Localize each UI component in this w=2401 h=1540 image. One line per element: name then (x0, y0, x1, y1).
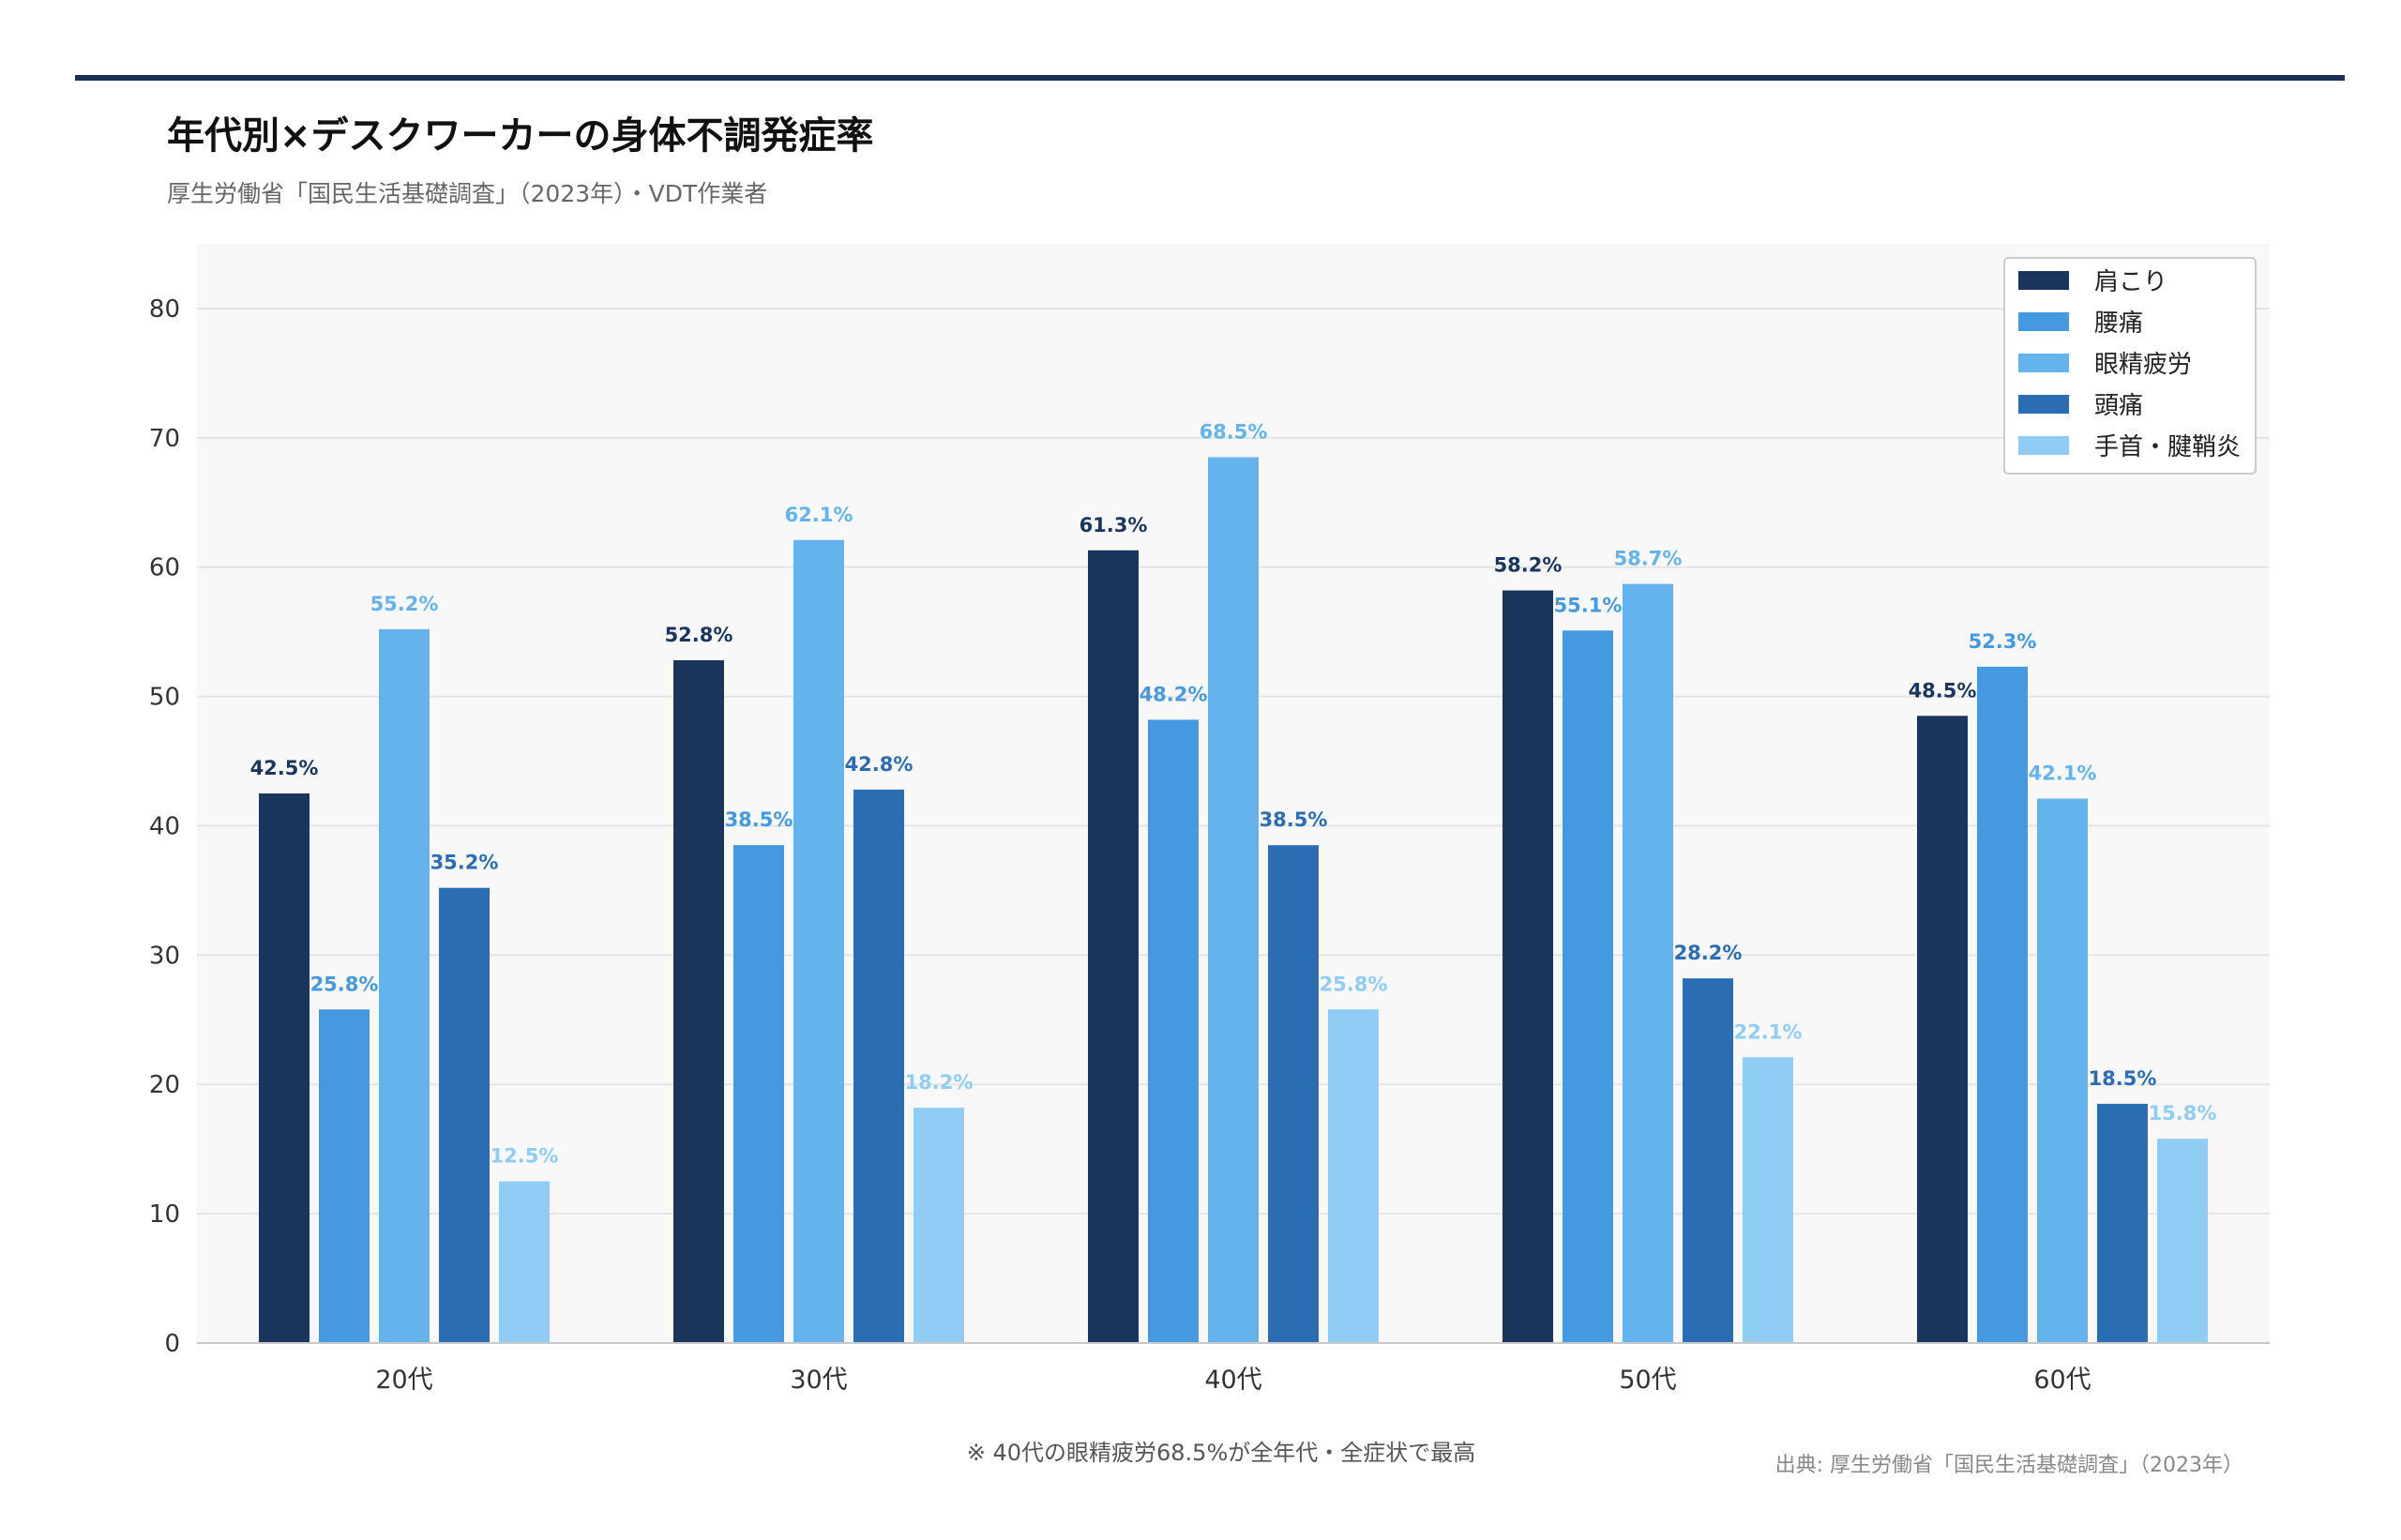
bar-value-label: 61.3% (1080, 514, 1148, 536)
bar-value-label: 42.5% (250, 757, 319, 779)
bar (259, 793, 310, 1343)
bar (1208, 457, 1259, 1344)
bar-value-label: 28.2% (1674, 942, 1743, 964)
bars (259, 457, 2208, 1344)
bar (1268, 845, 1319, 1343)
bar (499, 1181, 550, 1343)
bar-value-label: 35.2% (430, 852, 499, 874)
bar-value-label: 25.8% (1320, 973, 1388, 995)
x-axis-ticks: 20代 30代 40代 50代 60代 (375, 1366, 2091, 1395)
bar-value-label: 55.1% (1554, 594, 1623, 616)
legend-box (2003, 257, 2257, 475)
legend-swatch (2018, 312, 2069, 331)
bar (1743, 1057, 1793, 1343)
plot-area: 0 10 20 30 40 50 60 70 80 42.5% 25.8% 55.2% 35.2% 12… (149, 244, 2270, 1395)
legend-label: 頭痛 (2094, 392, 2143, 420)
bar (1328, 1009, 1379, 1343)
bar-value-label: 68.5% (1200, 421, 1268, 444)
chart-subtitle: 厚生労働省「国民生活基礎調査」（2023年）・VDT作業者 (167, 180, 767, 207)
bar (2157, 1139, 2208, 1343)
y-tick-label: 70 (149, 425, 180, 453)
y-tick-label: 10 (149, 1200, 180, 1229)
footnote: ※ 40代の眼精疲労68.5%が全年代・全症状で最高 (967, 1440, 1476, 1466)
legend-label: 手首・腱鞘炎 (2094, 433, 2241, 461)
bar-value-label: 52.8% (665, 624, 733, 646)
bar (2097, 1103, 2148, 1343)
y-tick-label: 20 (149, 1071, 180, 1099)
x-tick-label: 20代 (375, 1366, 432, 1395)
y-tick-label: 40 (149, 812, 180, 840)
x-tick-label: 40代 (1204, 1366, 1261, 1395)
bar (1563, 630, 1613, 1343)
bar (914, 1108, 964, 1343)
bar (319, 1009, 370, 1343)
x-tick-label: 60代 (2033, 1366, 2091, 1395)
bar-value-label: 48.5% (1909, 679, 1977, 702)
bar (1683, 978, 1733, 1343)
bar (793, 539, 844, 1343)
bar (439, 887, 490, 1343)
bar (1148, 719, 1199, 1343)
legend-label: 肩こり (2094, 268, 2167, 296)
source-note: 出典: 厚生労働省「国民生活基礎調査」（2023年） (1775, 1454, 2243, 1477)
bar-value-label: 12.5% (491, 1145, 559, 1168)
bar (1088, 550, 1139, 1343)
legend-swatch (2018, 395, 2069, 414)
chart-title: 年代別×デスクワーカーの身体不調発症率 (167, 114, 874, 158)
legend-label: 眼精疲労 (2094, 351, 2192, 379)
bar-value-label: 48.2% (1140, 683, 1208, 705)
bar (673, 659, 724, 1343)
bar-value-label: 18.5% (2089, 1067, 2157, 1090)
bar-value-label: 18.2% (905, 1071, 974, 1094)
y-tick-label: 50 (149, 684, 180, 712)
bar (853, 789, 904, 1343)
bar-value-label: 38.5% (725, 808, 793, 831)
bar-value-label: 52.3% (1969, 630, 2037, 653)
bar (733, 845, 784, 1343)
legend-swatch (2018, 354, 2069, 372)
bar-value-label: 22.1% (1734, 1020, 1803, 1043)
y-tick-label: 60 (149, 554, 180, 582)
bar-value-label: 55.2% (370, 593, 439, 615)
bar-value-label: 25.8% (310, 973, 379, 995)
bar-value-label: 15.8% (2149, 1102, 2217, 1125)
x-tick-label: 30代 (790, 1366, 847, 1395)
header-bar (75, 75, 2345, 81)
y-axis-ticks: 0 10 20 30 40 50 60 70 80 (149, 295, 180, 1358)
y-tick-label: 30 (149, 942, 180, 970)
bar (379, 628, 430, 1343)
bar-value-label: 58.2% (1494, 554, 1563, 577)
bar-value-label: 62.1% (785, 504, 853, 526)
legend-label: 腰痛 (2094, 310, 2143, 338)
bar (1977, 666, 2028, 1343)
legend-swatch (2018, 436, 2069, 455)
bar (1917, 716, 1968, 1343)
legend-swatch (2018, 271, 2069, 290)
bar-value-labels: 42.5% 25.8% 55.2% 35.2% 12.5% 52.8% 38.5% 62.1%… (250, 421, 2217, 1168)
bar-value-label: 58.7% (1614, 548, 1683, 570)
bar-value-label: 38.5% (1260, 808, 1328, 831)
bar (1623, 583, 1673, 1343)
bar-value-label: 42.8% (845, 753, 914, 776)
bar (1503, 590, 1553, 1343)
bar (2037, 798, 2088, 1343)
x-tick-label: 50代 (1619, 1366, 1676, 1395)
y-tick-label: 80 (149, 295, 180, 324)
bar-value-label: 42.1% (2029, 762, 2097, 785)
y-tick-label: 0 (164, 1330, 180, 1358)
